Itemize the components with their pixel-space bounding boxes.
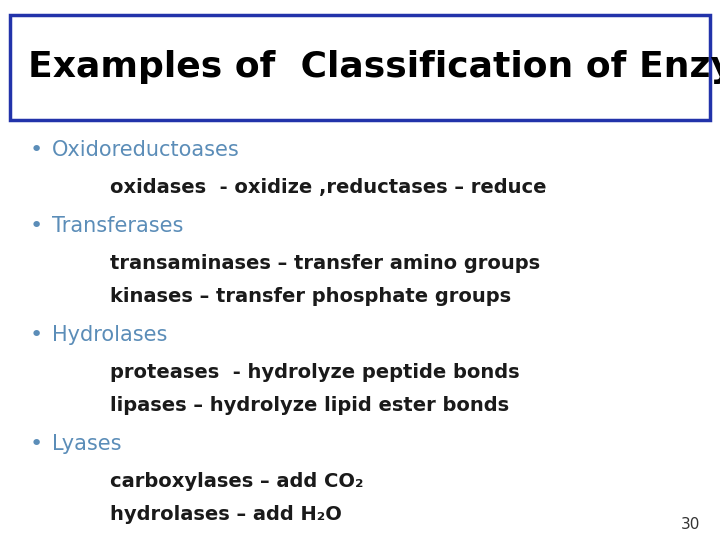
- Text: hydrolases – add H₂O: hydrolases – add H₂O: [110, 505, 342, 524]
- Text: lipases – hydrolyze lipid ester bonds: lipases – hydrolyze lipid ester bonds: [110, 396, 509, 415]
- Text: Examples of  Classification of Enzymes: Examples of Classification of Enzymes: [28, 51, 720, 84]
- Text: 30: 30: [680, 517, 700, 532]
- Text: carboxylases – add CO₂: carboxylases – add CO₂: [110, 472, 364, 491]
- Text: proteases  - hydrolyze peptide bonds: proteases - hydrolyze peptide bonds: [110, 363, 520, 382]
- Text: transaminases – transfer amino groups: transaminases – transfer amino groups: [110, 254, 540, 273]
- Text: •: •: [30, 216, 43, 236]
- Text: •: •: [30, 325, 43, 345]
- Text: oxidases  - oxidize ,reductases – reduce: oxidases - oxidize ,reductases – reduce: [110, 178, 546, 197]
- Text: Hydrolases: Hydrolases: [52, 325, 167, 345]
- Text: Oxidoreductoases: Oxidoreductoases: [52, 140, 240, 160]
- Text: •: •: [30, 140, 43, 160]
- Text: Lyases: Lyases: [52, 434, 122, 454]
- Text: kinases – transfer phosphate groups: kinases – transfer phosphate groups: [110, 287, 511, 306]
- Bar: [10, 15, 710, 120]
- Text: Transferases: Transferases: [52, 216, 184, 236]
- Text: •: •: [30, 434, 43, 454]
